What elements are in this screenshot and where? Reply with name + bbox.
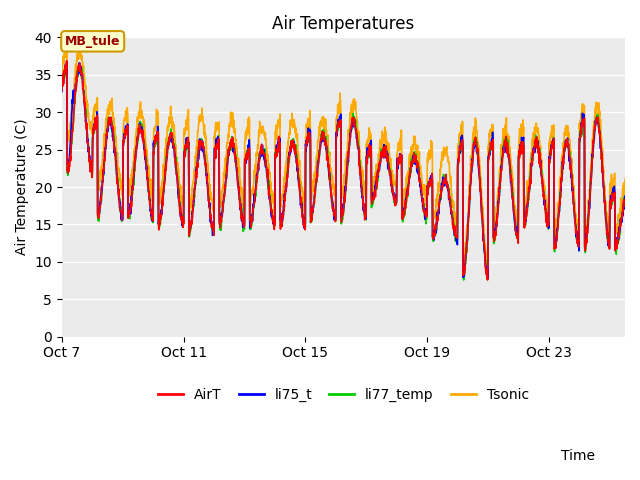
- li75_t: [502, 142, 509, 147]
- Tsonic: [58, 64, 66, 70]
- li75_t: [484, 276, 492, 281]
- Y-axis label: Air Temperature (C): Air Temperature (C): [15, 119, 29, 255]
- li75_t: [605, 243, 613, 249]
- AirT: [332, 138, 340, 144]
- Tsonic: [605, 237, 612, 243]
- li77_temp: [317, 137, 325, 143]
- Tsonic: [76, 42, 83, 48]
- AirT: [317, 136, 325, 142]
- AirT: [484, 277, 492, 283]
- AirT: [87, 158, 95, 164]
- Tsonic: [317, 120, 325, 126]
- Title: Air Temperatures: Air Temperatures: [273, 15, 415, 33]
- li77_temp: [58, 86, 66, 92]
- li75_t: [605, 245, 612, 251]
- li77_temp: [605, 243, 613, 249]
- Text: Time: Time: [561, 449, 595, 463]
- li75_t: [621, 198, 629, 204]
- li75_t: [63, 59, 71, 64]
- Line: Tsonic: Tsonic: [62, 45, 625, 270]
- Tsonic: [332, 120, 340, 125]
- AirT: [605, 242, 612, 248]
- Tsonic: [87, 119, 95, 125]
- li77_temp: [87, 162, 95, 168]
- Line: AirT: AirT: [62, 61, 625, 280]
- Text: MB_tule: MB_tule: [65, 35, 120, 48]
- Line: li77_temp: li77_temp: [62, 63, 625, 280]
- AirT: [63, 58, 70, 64]
- AirT: [621, 196, 629, 202]
- li75_t: [87, 164, 95, 170]
- li75_t: [58, 89, 66, 95]
- Tsonic: [605, 230, 613, 236]
- AirT: [605, 243, 613, 249]
- AirT: [502, 133, 509, 139]
- li77_temp: [502, 137, 509, 143]
- Line: li75_t: li75_t: [62, 61, 625, 278]
- li77_temp: [76, 60, 84, 66]
- li77_temp: [332, 139, 340, 144]
- li75_t: [317, 137, 325, 143]
- Tsonic: [483, 267, 490, 273]
- Tsonic: [502, 119, 509, 124]
- li77_temp: [605, 238, 612, 243]
- li77_temp: [460, 277, 467, 283]
- li77_temp: [621, 195, 629, 201]
- li75_t: [332, 132, 340, 138]
- Tsonic: [621, 176, 629, 182]
- AirT: [58, 88, 66, 94]
- Legend: AirT, li75_t, li77_temp, Tsonic: AirT, li75_t, li77_temp, Tsonic: [152, 383, 534, 408]
